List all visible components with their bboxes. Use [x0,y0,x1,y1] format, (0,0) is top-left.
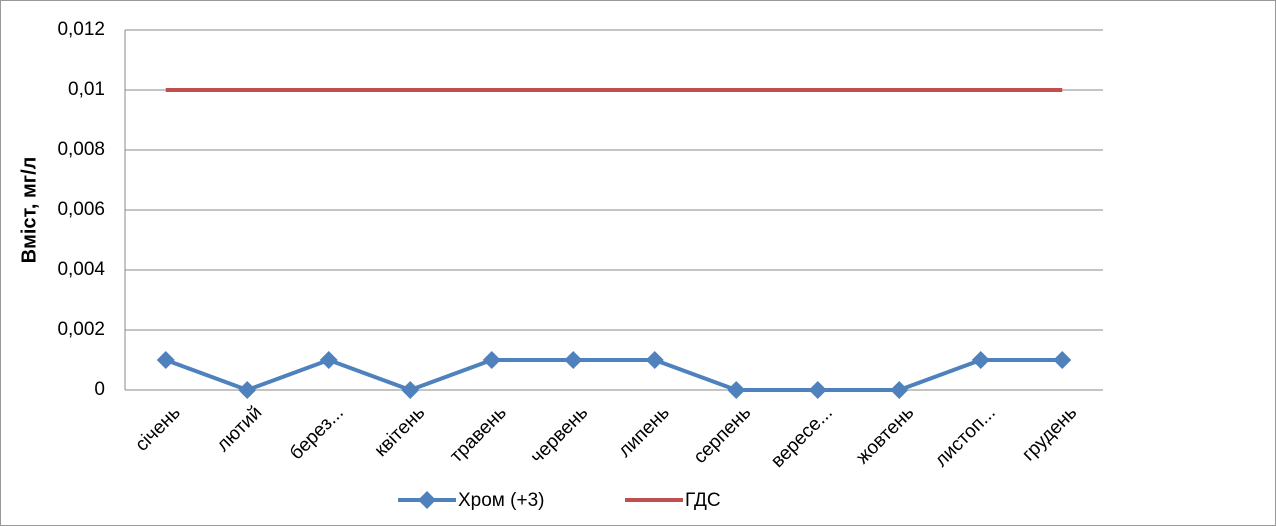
legend-label: ГДС [685,490,721,511]
y-axis-label: Вміст, мг/л [18,157,40,264]
data-point [319,351,338,369]
data-point [727,381,746,399]
legend-label: Хром (+3) [458,490,544,511]
y-tick-label: 0,002 [57,319,105,340]
data-point [890,381,909,399]
data-point [971,351,990,369]
data-point [156,351,175,369]
data-point [645,351,664,369]
y-tick-label: 0 [94,379,105,400]
y-tick-label: 0,01 [68,79,105,100]
data-point [238,381,257,399]
data-point [564,351,583,369]
data-point [1053,351,1072,369]
y-tick-label: 0,012 [57,19,105,40]
y-tick-label: 0,008 [57,139,105,160]
y-tick-label: 0,006 [57,199,105,220]
series-line [165,357,1063,393]
y-tick-label: 0,004 [57,259,105,280]
data-point [401,381,420,399]
data-point [808,381,827,399]
legend-marker [418,491,436,509]
data-point [482,351,501,369]
